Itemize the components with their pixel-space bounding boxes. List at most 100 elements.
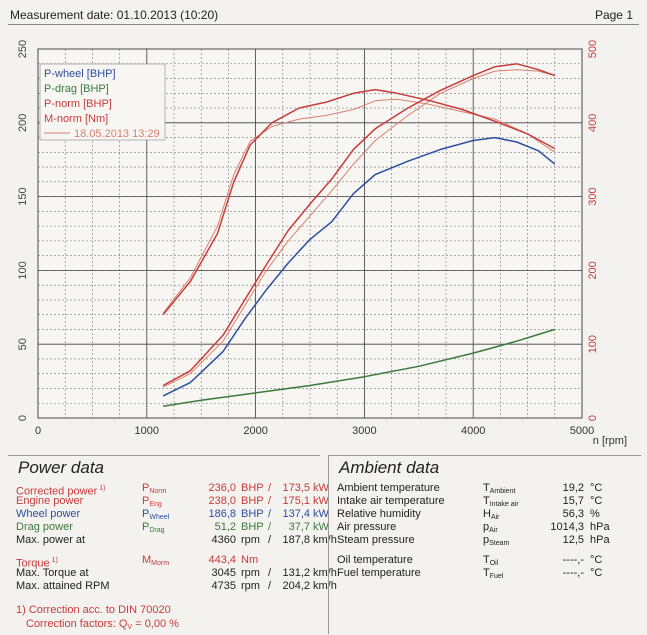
legend-item: M-norm [Nm] [44, 113, 108, 125]
symbol: TIntake air [483, 495, 519, 508]
ambient-data-title: Ambient data [339, 458, 440, 477]
row-label: Ambient temperature [337, 482, 440, 494]
power-data-title: Power data [18, 458, 104, 477]
value-2: 37,7 [288, 521, 310, 533]
value-1: 51,2 [214, 521, 236, 533]
legend-item: P-norm [BHP] [44, 98, 112, 110]
power-row: Torque 1) MMorm 443,4 Nm [16, 554, 320, 570]
unit: hPa [590, 534, 610, 546]
power-row: Wheel power PWheel 186,8 BHP / 137,4 kW [16, 508, 329, 521]
value-1: 238,0 [208, 495, 236, 507]
ambient-row: Fuel temperature TFuel ----,- °C [337, 567, 637, 580]
power-row: Max. power at 4360 rpm / 187,8 km/h [16, 534, 337, 547]
symbol: TFuel [483, 567, 504, 580]
ambient-row: Oil temperature TOil ----,- °C [337, 554, 637, 567]
row-label: Air pressure [337, 521, 397, 533]
unit-1: rpm [241, 567, 260, 579]
symbol: pAir [483, 521, 498, 534]
value: 15,7 [562, 495, 584, 507]
separator: / [268, 567, 272, 579]
row-label: Corrected power 1) [16, 485, 106, 498]
ambient-row: Steam pressure pSteam 12,5 hPa [337, 534, 637, 547]
power-data-panel: Power data Corrected power 1) PNorm 236,0 B… [8, 455, 337, 634]
unit: hPa [590, 521, 610, 533]
unit-2: km/h [313, 580, 337, 592]
symbol: PDrag [142, 521, 165, 534]
correction-factors: Correction factors: QV = 0,00 % [26, 618, 179, 631]
power-row: Max. attained RPM 4735 rpm / 204,2 km/h [16, 580, 337, 593]
separator: / [268, 495, 272, 507]
unit-1: BHP [241, 521, 264, 533]
unit-1: Nm [241, 554, 259, 566]
unit-1: rpm [241, 580, 260, 592]
measurement-date: Measurement date: 01.10.2013 (10:20) [10, 8, 219, 22]
series-line [162, 136, 556, 397]
x-tick-label: 5000 [570, 425, 594, 437]
legend-item: P-drag [BHP] [44, 83, 109, 95]
symbol: TAmbient [483, 482, 516, 495]
value-2: 175,1 [282, 495, 310, 507]
y-tick-label-left: 200 [17, 114, 29, 132]
series-line [162, 88, 556, 316]
y-tick-label-right: 200 [587, 261, 599, 279]
separator: / [268, 508, 272, 520]
power-row: Corrected power 1) PNorm 236,0 BHP / 173,5 kW [16, 482, 329, 498]
unit-2: km/h [313, 567, 337, 579]
separator: / [268, 534, 272, 546]
symbol: PEng [142, 495, 162, 508]
row-label: Steam pressure [337, 534, 415, 546]
series-line [162, 69, 555, 388]
y-tick-label-right: 100 [587, 335, 599, 353]
ambient-row: Intake air temperature TIntake air 15,7 °C [337, 495, 637, 508]
row-label: Wheel power [16, 508, 81, 520]
value-1: 236,0 [208, 482, 236, 494]
x-tick-label: 4000 [461, 425, 485, 437]
series-line [162, 63, 556, 387]
value: ----,- [562, 567, 584, 579]
ambient-data-panel: Ambient data Ambient temperature TAmbient… [328, 455, 641, 634]
ambient-row: Relative humidity HAir 56,3% [337, 508, 637, 521]
y-tick-label-right: 0 [587, 415, 599, 421]
symbol: HAir [483, 508, 500, 521]
power-row: Max. Torque at 3045 rpm / 131,2 km/h [16, 567, 337, 580]
power-row: Drag power PDrag 51,2 BHP / 37,7 kW [16, 521, 329, 534]
y-tick-label-left: 250 [17, 40, 29, 58]
y-tick-label-left: 100 [17, 261, 29, 279]
x-tick-label: 0 [35, 425, 41, 437]
x-axis-label: n [rpm] [593, 435, 627, 447]
value: ----,- [562, 554, 584, 566]
symbol: pSteam [483, 534, 510, 547]
unit: °C [590, 495, 603, 507]
x-tick-label: 2000 [243, 425, 267, 437]
unit-2: km/h [313, 534, 337, 546]
unit: % [590, 508, 600, 520]
legend-item: 18.05.2013 13:29 [74, 128, 160, 140]
symbol: PNorm [142, 482, 167, 495]
unit: °C [590, 554, 603, 566]
unit-2: kW [313, 521, 329, 533]
value: 12,5 [562, 534, 584, 546]
y-tick-label-right: 400 [587, 114, 599, 132]
y-tick-label-right: 300 [587, 187, 599, 205]
row-label: Torque 1) [16, 557, 58, 570]
unit-1: BHP [241, 495, 264, 507]
value-2: 173,5 [282, 482, 310, 494]
legend-box [39, 63, 166, 141]
row-label: Max. attained RPM [16, 580, 110, 592]
legend-item: P-wheel [BHP] [44, 68, 116, 80]
unit-2: kW [313, 482, 329, 494]
ambient-row: Ambient temperature TAmbient 19,2 °C [337, 482, 637, 495]
value: 56,3 [562, 508, 584, 520]
symbol: MMorm [142, 554, 170, 567]
page-number: Page 1 [594, 8, 633, 22]
power-row: Engine power PEng 238,0 BHP / 175,1 kW [16, 495, 329, 508]
page-header: Measurement date: 01.10.2013 (10:20) Pag… [8, 6, 639, 25]
x-tick-label: 3000 [352, 425, 376, 437]
separator: / [268, 521, 272, 533]
y-tick-label-left: 0 [17, 415, 29, 421]
series-line [162, 328, 556, 407]
value: 1014,3 [550, 521, 584, 533]
unit-2: kW [313, 508, 329, 520]
y-tick-label-left: 150 [17, 187, 29, 205]
